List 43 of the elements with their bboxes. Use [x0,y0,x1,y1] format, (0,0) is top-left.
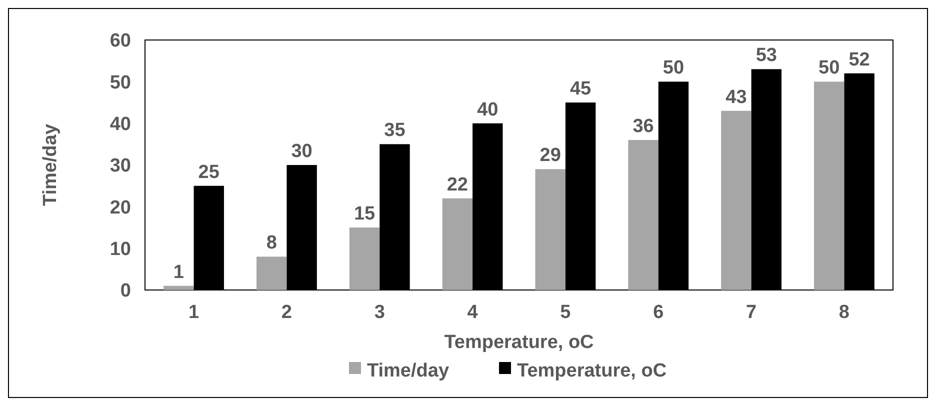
x-tick-label: 3 [374,302,385,323]
data-label: 25 [198,162,220,183]
data-label: 53 [756,45,777,66]
x-tick-label: 4 [467,302,478,323]
data-label: 43 [726,86,747,108]
y-tick-label: 60 [110,30,131,52]
data-label: 40 [477,99,498,120]
data-label: 52 [848,49,870,70]
y-tick-label: 50 [110,72,131,94]
bar [814,82,844,290]
legend-label: Temperature, oC [517,360,667,382]
x-tick-label: 1 [188,302,200,323]
data-label: 45 [570,78,592,100]
data-label: 30 [291,141,312,162]
bar [442,198,473,290]
data-label: 8 [266,232,277,254]
y-tick-label: 10 [110,238,131,260]
data-label: 22 [446,174,468,196]
x-tick-label: 8 [838,302,850,323]
data-label: 15 [354,204,376,224]
bar [721,110,752,290]
y-axis-title: Time/day [40,124,61,206]
bar [349,228,380,290]
x-tick-label: 5 [560,302,572,323]
bar [164,286,194,290]
x-tick-label: 2 [281,302,292,323]
data-label: 29 [540,145,561,166]
data-label: 35 [384,120,406,142]
data-label: 50 [818,58,840,79]
y-tick-label: 0 [120,280,131,302]
y-tick-label: 30 [110,156,131,177]
x-axis-title: Temperature, oC [444,332,594,353]
x-tick-label: 6 [653,302,664,323]
data-label: 1 [173,262,184,283]
legend-label: Time/day [367,360,450,382]
x-tick-label: 7 [746,302,757,323]
bar [628,140,658,290]
data-label: 50 [662,58,684,79]
bar [256,256,287,290]
y-tick-label: 40 [110,114,131,135]
y-tick-label: 20 [110,197,131,218]
data-label: 36 [632,116,654,137]
bar [535,169,566,290]
